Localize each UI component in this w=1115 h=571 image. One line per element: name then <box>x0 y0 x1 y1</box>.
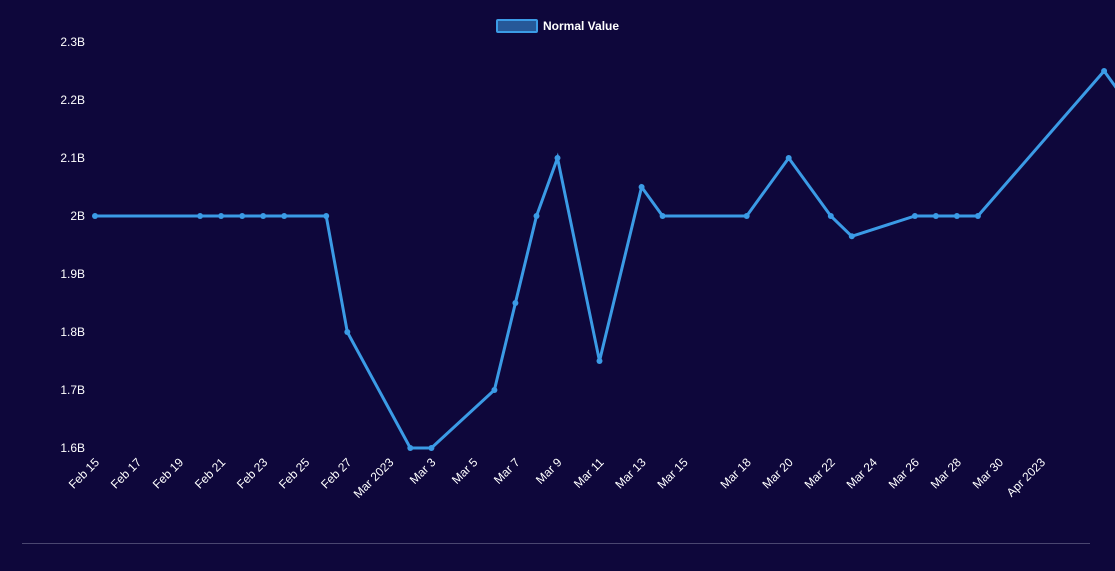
x-tick-label: Mar 13 <box>612 455 649 492</box>
y-tick-label: 1.6B <box>60 441 85 455</box>
y-tick-label: 2.1B <box>60 151 85 165</box>
x-tick-label: Apr 2023 <box>1004 455 1049 500</box>
x-tick-label: Mar 5 <box>449 455 481 487</box>
y-tick-label: 1.9B <box>60 267 85 281</box>
y-tick-label: 1.8B <box>60 325 85 339</box>
data-point[interactable] <box>743 213 750 219</box>
series-line[interactable] <box>95 68 1115 450</box>
x-tick-label: Feb 27 <box>318 455 355 492</box>
legend[interactable]: Normal Value <box>496 19 619 33</box>
data-point[interactable] <box>533 213 540 219</box>
data-point[interactable] <box>932 213 939 219</box>
x-tick-label: Feb 19 <box>150 455 187 492</box>
data-point[interactable] <box>407 445 414 451</box>
x-tick-label: Mar 28 <box>928 455 965 492</box>
x-tick-label: Mar 3 <box>407 455 439 487</box>
x-axis: Feb 15 Feb 17 Feb 19 Feb 21 Feb 23 Feb 25 Feb … <box>66 455 1049 501</box>
data-point[interactable] <box>911 213 918 219</box>
data-point[interactable] <box>974 213 981 219</box>
data-point[interactable] <box>428 445 435 451</box>
x-tick-label: Feb 17 <box>108 455 145 492</box>
x-tick-label: Mar 30 <box>970 455 1007 492</box>
data-point[interactable] <box>554 155 561 161</box>
data-point[interactable] <box>596 358 603 364</box>
y-axis: 2.3B 2.2B 2.1B 2B 1.9B 1.8B 1.7B 1.6B <box>60 35 85 455</box>
x-tick-label: Feb 15 <box>66 455 103 492</box>
data-point[interactable] <box>512 300 519 306</box>
legend-swatch[interactable] <box>496 19 538 33</box>
x-tick-label: Mar 15 <box>654 455 691 492</box>
y-tick-label: 2B <box>70 209 85 223</box>
x-tick-label: Mar 24 <box>844 455 881 492</box>
legend-label[interactable]: Normal Value <box>543 19 619 33</box>
x-tick-label: Mar 22 <box>802 455 839 492</box>
y-tick-label: 1.7B <box>60 383 85 397</box>
data-point[interactable] <box>197 213 204 219</box>
x-tick-label: Mar 2023 <box>351 455 397 501</box>
x-tick-label: Mar 26 <box>886 455 923 492</box>
x-tick-label: Mar 20 <box>760 455 797 492</box>
x-tick-label: Feb 25 <box>276 455 313 492</box>
data-point[interactable] <box>1101 68 1108 74</box>
series-layer <box>92 68 1115 451</box>
x-tick-label: Mar 18 <box>717 455 754 492</box>
data-point[interactable] <box>260 213 267 219</box>
data-point[interactable] <box>344 329 351 335</box>
x-tick-label: Feb 21 <box>192 455 229 492</box>
y-tick-label: 2.2B <box>60 93 85 107</box>
data-point[interactable] <box>491 387 498 393</box>
data-point[interactable] <box>218 213 225 219</box>
data-point[interactable] <box>785 155 792 161</box>
data-point[interactable] <box>659 213 666 219</box>
data-point[interactable] <box>239 213 246 219</box>
data-point[interactable] <box>638 184 645 190</box>
data-point[interactable] <box>323 213 330 219</box>
x-tick-label: Mar 11 <box>571 455 607 491</box>
bottom-divider <box>22 543 1090 544</box>
x-tick-label: Mar 9 <box>533 455 565 487</box>
x-tick-label: Mar 7 <box>491 455 523 487</box>
data-point[interactable] <box>92 213 98 219</box>
data-point[interactable] <box>281 213 288 219</box>
data-point[interactable] <box>848 233 855 240</box>
x-tick-label: Feb 23 <box>234 455 271 492</box>
y-tick-label: 2.3B <box>60 35 85 49</box>
data-point[interactable] <box>827 213 834 219</box>
data-point[interactable] <box>953 213 960 219</box>
